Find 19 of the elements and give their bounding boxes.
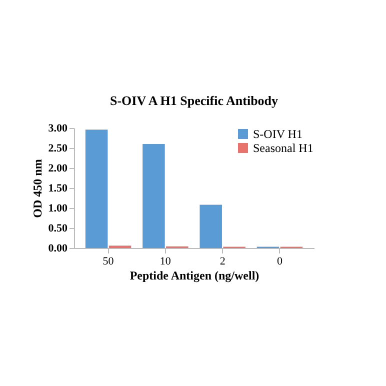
y-tick-label: 2.50 — [48, 142, 68, 154]
y-tick-label: 0.50 — [48, 222, 68, 234]
legend-label: S-OIV H1 — [253, 127, 302, 141]
chart-title: S-OIV A H1 Specific Antibody — [110, 93, 279, 108]
x-tick-label: 2 — [220, 256, 226, 268]
bar — [142, 144, 165, 248]
x-tick-label: 10 — [160, 256, 172, 268]
bar — [85, 130, 108, 248]
bar — [200, 204, 222, 248]
y-tick-label: 0.00 — [48, 242, 68, 254]
y-tick-label: 1.50 — [48, 182, 68, 194]
legend-label: Seasonal H1 — [253, 141, 314, 155]
y-axis-title: OD 450 nm — [30, 159, 44, 218]
x-axis-title: Peptide Antigen (ng/well) — [130, 268, 260, 282]
y-tick-label: 3.00 — [48, 122, 68, 134]
y-tick-label: 2.00 — [48, 162, 68, 174]
y-tick-label: 1.00 — [48, 202, 68, 214]
x-tick-label: 0 — [276, 256, 283, 268]
x-tick-label: 50 — [102, 256, 114, 268]
